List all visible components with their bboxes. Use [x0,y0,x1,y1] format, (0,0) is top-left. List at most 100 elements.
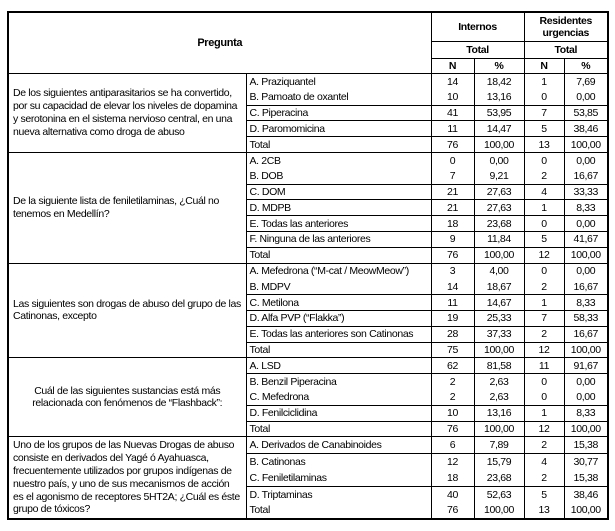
option-row: C. Feniletilaminas 18 23,68 2 15,38 [8,469,609,487]
internos-n-cell: 75 [430,341,474,358]
option-cell: A. Derivados de Canabinoides [245,436,431,454]
internos-pct-cell: 11,84 [473,230,524,248]
residentes-pct-cell: 0,00 [563,151,609,169]
option-cell: A. LSD [245,357,431,374]
internos-pct-cell: 15,79 [473,452,524,470]
residentes-n-cell: 1 [523,199,564,216]
option-cell: D. Paromomicina [245,120,431,137]
column-header-pregunta: Pregunta [7,11,431,74]
table-header: Pregunta Internos Residentes urgencias T… [7,11,609,74]
option-cell: C. Piperacina [245,104,431,121]
internos-n-cell: 76 [430,136,474,153]
residentes-pct-cell: 15,38 [563,436,609,454]
column-header-internos-pct: % [473,58,524,74]
internos-pct-cell: 27,63 [473,183,524,200]
internos-pct-cell: 7,89 [473,436,524,454]
option-cell: F. Ninguna de las anteriores [245,230,431,248]
question-cell: Las siguientes son drogas de abuso del g… [7,262,246,358]
option-cell: B. DOB [245,168,431,185]
option-row: Cuál de las siguientes sustancias está m… [7,357,609,437]
residentes-n-cell: 7 [523,104,564,121]
residentes-n-cell: 0 [523,262,564,279]
option-row: E. Todas las anteriores son Catinonas 28 3… [8,325,609,343]
internos-n-cell: 3 [430,262,474,279]
residentes-pct-cell: 38,46 [563,485,609,503]
residentes-pct-cell: 33,33 [563,183,609,200]
option-cell: B. Pamoato de oxantel [245,89,431,106]
internos-pct-cell: 27,63 [473,199,524,216]
internos-n-cell: 14 [430,278,474,295]
total-row: Total 76 100,00 13 100,00 [8,136,609,153]
internos-pct-cell: 18,67 [473,278,524,295]
internos-pct-cell: 23,68 [473,215,524,232]
residentes-pct-cell: 7,69 [563,73,609,90]
internos-pct-cell: 23,68 [473,469,524,487]
internos-pct-cell: 81,58 [473,357,524,374]
residentes-pct-cell: 0,00 [563,215,609,232]
internos-n-cell: 40 [430,485,474,503]
residentes-n-cell: 0 [523,89,564,106]
internos-n-cell: 28 [430,325,474,343]
option-row: B. MDPV 14 18,67 2 16,67 [8,278,609,295]
residentes-n-cell: 0 [523,373,564,390]
option-row: D. MDPB 21 27,63 1 8,33 [8,199,609,216]
internos-n-cell: 41 [430,104,474,121]
residentes-n-cell: 2 [523,278,564,295]
internos-pct-cell: 37,33 [473,325,524,343]
internos-n-cell: 76 [430,246,474,264]
residentes-pct-cell: 38,46 [563,120,609,137]
option-row: B. Catinonas 12 15,79 4 30,77 [8,452,609,470]
option-row: D. Triptaminas 40 52,63 5 38,46 [8,485,609,503]
residentes-pct-cell: 100,00 [563,136,609,153]
column-header-internos-n: N [430,58,474,74]
option-cell: Total [245,136,431,153]
column-header-residentes-pct: % [563,58,609,74]
internos-pct-cell: 14,67 [473,294,524,311]
column-header-residentes-total: Total [523,41,609,59]
residentes-n-cell: 1 [523,294,564,311]
residentes-n-cell: 11 [523,357,564,374]
residentes-n-cell: 1 [523,73,564,90]
internos-n-cell: 2 [430,373,474,390]
question-cell: De los siguientes antiparasitarios se ha… [7,73,246,153]
residentes-pct-cell: 100,00 [563,420,609,437]
internos-pct-cell: 2,63 [473,389,524,406]
option-cell: C. DOM [245,183,431,200]
option-cell: A. Mefedrona (“M-cat / MeowMeow”) [245,262,431,279]
residentes-pct-cell: 8,33 [563,294,609,311]
internos-n-cell: 62 [430,357,474,374]
option-row: Las siguientes son drogas de abuso del g… [7,262,609,358]
internos-n-cell: 21 [430,199,474,216]
residentes-pct-cell: 100,00 [563,246,609,264]
internos-pct-cell: 100,00 [473,341,524,358]
internos-n-cell: 0 [430,151,474,169]
internos-pct-cell: 52,63 [473,485,524,503]
option-row: B. Pamoato de oxantel 10 13,16 0 0,00 [8,89,609,106]
option-row: Uno de los grupos de las Nuevas Drogas d… [7,436,609,520]
residentes-n-cell: 13 [523,502,564,520]
internos-n-cell: 11 [430,294,474,311]
internos-pct-cell: 13,16 [473,89,524,106]
option-row: C. Piperacina 41 53,95 7 53,85 [8,104,609,121]
option-row: De la siguiente lista de feniletilaminas… [7,151,609,264]
residentes-pct-cell: 91,67 [563,357,609,374]
residentes-n-cell: 7 [523,309,564,327]
internos-n-cell: 76 [430,502,474,520]
residentes-pct-cell: 0,00 [563,389,609,406]
residentes-n-cell: 0 [523,151,564,169]
residentes-n-cell: 12 [523,341,564,358]
option-cell: B. Benzil Piperacina [245,373,431,390]
option-cell: D. Triptaminas [245,485,431,503]
residentes-n-cell: 0 [523,215,564,232]
internos-pct-cell: 13,16 [473,404,524,422]
residentes-n-cell: 12 [523,246,564,264]
internos-n-cell: 19 [430,309,474,327]
internos-pct-cell: 100,00 [473,420,524,437]
column-header-residentes-urgencias: Residentes urgencias [523,11,609,42]
option-row: D. Fenilciclidina 10 13,16 1 8,33 [8,404,609,422]
option-cell: D. MDPB [245,199,431,216]
option-cell: E. Todas las anteriores son Catinonas [245,325,431,343]
residentes-pct-cell: 0,00 [563,89,609,106]
internos-n-cell: 18 [430,215,474,232]
internos-n-cell: 18 [430,469,474,487]
